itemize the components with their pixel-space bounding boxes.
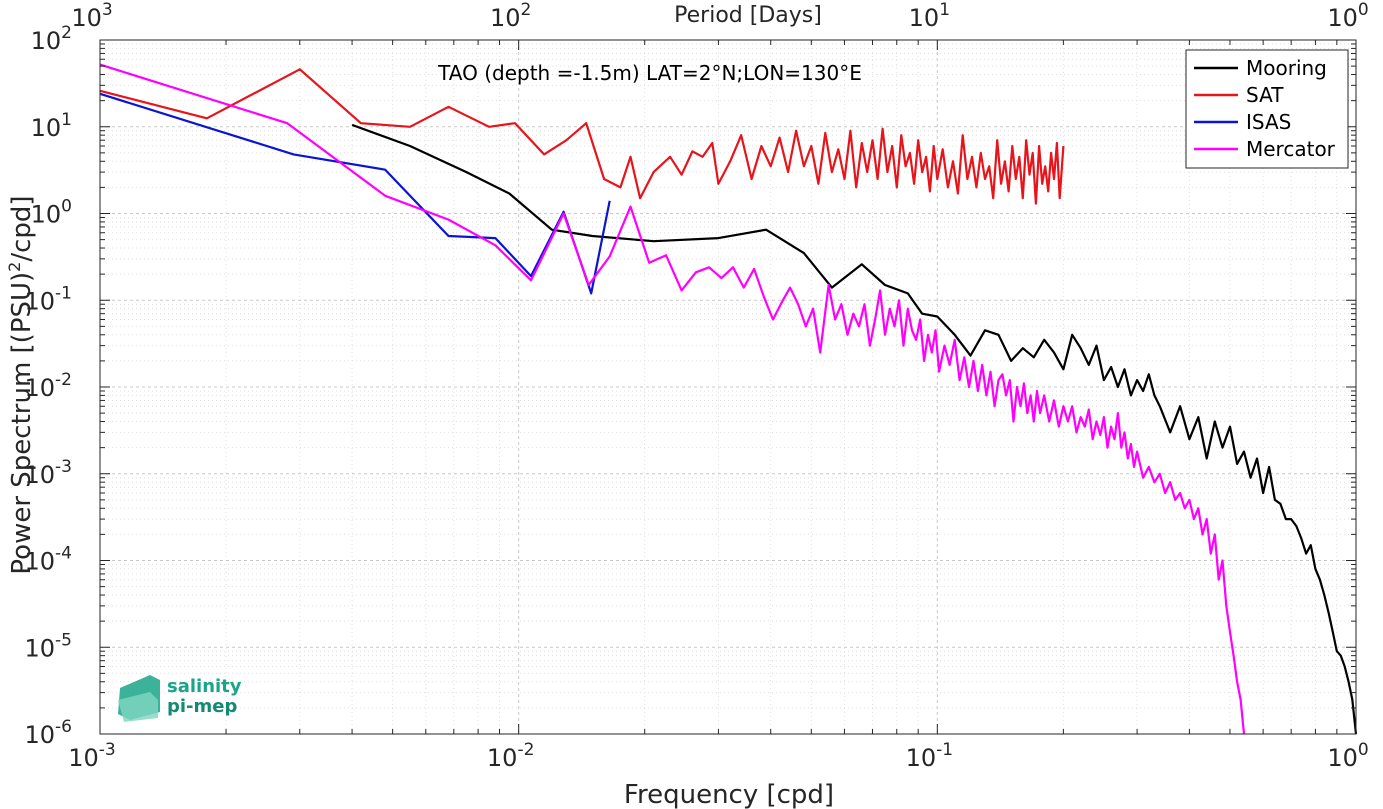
- y-axis-label-sup: 2: [5, 262, 24, 272]
- y-tick-label: 10-2: [25, 370, 73, 402]
- x-tick-label: 10-2: [487, 740, 534, 772]
- x-tick-label: 10-3: [68, 740, 116, 772]
- y-axis-label-tail: /cpd]: [7, 195, 37, 261]
- x-tick-label-base: 10: [906, 744, 937, 772]
- y-tick-label-exp: -2: [55, 370, 72, 390]
- top-tick-label-exp: 1: [939, 0, 950, 20]
- top-tick-label: 103: [71, 0, 112, 32]
- top-tick-label-exp: 3: [102, 0, 113, 20]
- series-line-mooring: [351, 123, 1358, 735]
- logo-mark-2: [118, 692, 158, 722]
- series-line-sat: [99, 68, 1065, 205]
- x-tick-label-exp: 0: [1358, 740, 1369, 760]
- salinity-pi-mep-logo: salinity pi-mep: [118, 675, 242, 722]
- y-tick-label: 10-6: [25, 717, 73, 749]
- x-tick-label-base: 10: [1327, 744, 1358, 772]
- x-tick-label-exp: -1: [936, 740, 953, 760]
- top-tick-label-exp: 0: [1358, 0, 1369, 20]
- series-layer: [99, 63, 1358, 735]
- x-axis-label: Frequency [cpd]: [624, 780, 834, 809]
- y-tick-label: 10-5: [25, 630, 73, 662]
- series-line-mercator: [99, 63, 1246, 735]
- x-tick-label: 100: [1327, 740, 1368, 772]
- y-tick-label: 10-1: [25, 283, 73, 315]
- y-tick-label-base: 10: [25, 461, 56, 489]
- y-tick-label-exp: -6: [55, 717, 72, 737]
- y-tick-label-base: 10: [25, 721, 56, 749]
- logo-text-line1: salinity: [167, 676, 242, 697]
- y-tick-label: 10-3: [25, 457, 73, 489]
- chart-title: TAO (depth =-1.5m) LAT=2°N;LON=130°E: [437, 61, 862, 85]
- y-tick-label-exp: -4: [55, 544, 72, 564]
- legend-label-sat: SAT: [1246, 83, 1284, 107]
- legend-label-mercator: Mercator: [1246, 137, 1336, 161]
- y-tick-label: 10-4: [25, 544, 73, 576]
- y-tick-label-exp: 0: [61, 197, 72, 217]
- y-tick-label-base: 10: [25, 287, 56, 315]
- x-tick-label-base: 10: [68, 744, 99, 772]
- y-tick-label-exp: 1: [61, 110, 72, 130]
- logo-text-line2: pi-mep: [167, 696, 237, 717]
- legend-label-isas: ISAS: [1246, 110, 1291, 134]
- y-tick-label-base: 10: [25, 548, 56, 576]
- top-tick-label-base: 10: [909, 4, 940, 32]
- y-tick-label-exp: -3: [55, 457, 72, 477]
- series-line-isas: [99, 92, 611, 295]
- y-tick-label: 100: [31, 197, 72, 229]
- y-tick-label-base: 10: [31, 27, 62, 55]
- y-tick-label-base: 10: [25, 634, 56, 662]
- top-tick-label: 101: [909, 0, 950, 32]
- y-tick-label-base: 10: [31, 201, 62, 229]
- grid: [99, 39, 1357, 735]
- top-tick-label-base: 10: [490, 4, 521, 32]
- x-tick-label-exp: -3: [99, 740, 116, 760]
- top-tick-label: 100: [1327, 0, 1368, 32]
- y-axis-label-main: Power Spectrum [(PSU): [7, 272, 37, 575]
- x-tick-label: 10-1: [906, 740, 954, 772]
- top-axis-label: Period [Days]: [674, 3, 822, 28]
- y-tick-label-exp: 2: [61, 23, 72, 43]
- y-axis-label: Power Spectrum [(PSU)2/cpd]: [5, 195, 37, 574]
- y-tick-label-base: 10: [25, 374, 56, 402]
- y-tick-label-exp: -5: [55, 630, 72, 650]
- x-tick-label-base: 10: [487, 744, 518, 772]
- top-tick-label-exp: 2: [521, 0, 532, 20]
- top-tick-label-base: 10: [1327, 4, 1358, 32]
- y-tick-label-base: 10: [31, 114, 62, 142]
- y-tick-label: 102: [31, 23, 72, 55]
- top-tick-label-base: 10: [71, 4, 102, 32]
- top-tick-label: 102: [490, 0, 531, 32]
- legend-label-mooring: Mooring: [1246, 56, 1327, 80]
- y-tick-label: 101: [31, 110, 72, 142]
- ticks: [99, 39, 1357, 735]
- legend: Mooring SAT ISAS Mercator: [1185, 49, 1349, 169]
- x-tick-label-exp: -2: [517, 740, 534, 760]
- y-tick-label-exp: -1: [55, 283, 72, 303]
